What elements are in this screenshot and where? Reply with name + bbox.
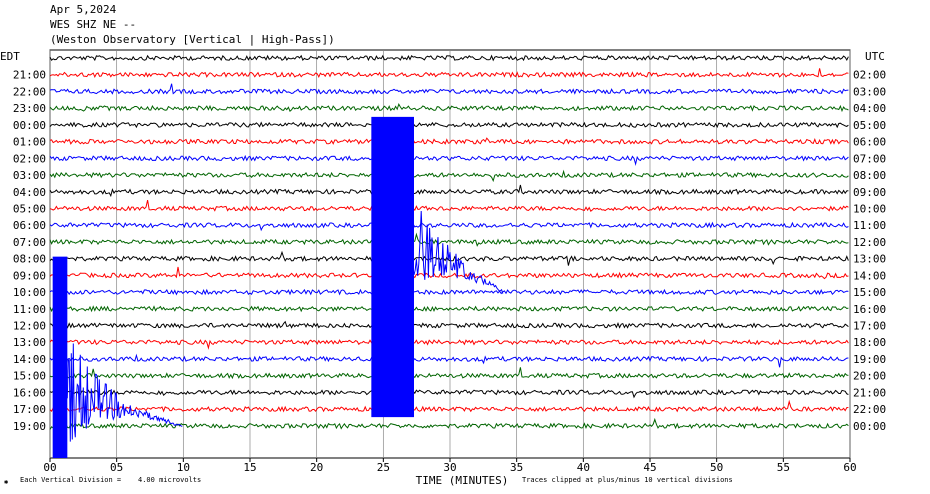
x-tick-label: 50 (710, 461, 723, 474)
trace-line (49, 417, 849, 430)
trace-line (49, 250, 849, 266)
edt-label: 22:00 (13, 85, 46, 98)
x-tick-label: 55 (777, 461, 790, 474)
edt-label: 16:00 (13, 386, 46, 399)
trace-line (49, 232, 849, 247)
edt-label: 07:00 (13, 236, 46, 249)
utc-label: 10:00 (853, 202, 886, 215)
trace-line (49, 199, 849, 212)
edt-label: 13:00 (13, 336, 46, 349)
edt-label: 01:00 (13, 136, 46, 149)
x-tick-label: 25 (377, 461, 390, 474)
x-tick-label: 10 (177, 461, 190, 474)
x-tick-label: 05 (110, 461, 123, 474)
edt-label: 02:00 (13, 152, 46, 165)
trace-line (49, 305, 849, 313)
utc-label: 14:00 (853, 269, 886, 282)
utc-label: 22:00 (853, 403, 886, 416)
trace-line (49, 137, 849, 145)
edt-label: 04:00 (13, 186, 46, 199)
observatory-label: (Weston Observatory [Vertical | High-Pas… (50, 33, 335, 46)
edt-label: 15:00 (13, 370, 46, 383)
edt-label: 10:00 (13, 286, 46, 299)
utc-label: 13:00 (853, 253, 886, 266)
date-label: Apr 5,2024 (50, 3, 117, 16)
x-tick-label: 60 (843, 461, 856, 474)
x-tick-label: 20 (310, 461, 323, 474)
trace-group (49, 54, 849, 430)
trace-line (49, 367, 849, 380)
trace-line (49, 154, 849, 166)
utc-label: 05:00 (853, 119, 886, 132)
trace-line (49, 266, 849, 280)
x-axis-title: TIME (MINUTES) (416, 474, 509, 487)
trace-line (49, 221, 849, 232)
scale-note: Each Vertical Division = 4.00 microvolts (20, 476, 202, 484)
x-tick-label: 45 (643, 461, 656, 474)
trace-line (49, 102, 849, 113)
trace-line (49, 288, 849, 296)
edt-label: 21:00 (13, 69, 46, 82)
edt-label: 17:00 (13, 403, 46, 416)
edt-label: 03:00 (13, 169, 46, 182)
x-tick-label: 15 (243, 461, 256, 474)
utc-label: 16:00 (853, 303, 886, 316)
trace-line (49, 389, 849, 399)
utc-label: 17:00 (853, 320, 886, 333)
trace-line (49, 399, 849, 413)
utc-label: 11:00 (853, 219, 886, 232)
utc-label: 20:00 (853, 370, 886, 383)
trace-line (49, 169, 849, 183)
edt-label: 12:00 (13, 320, 46, 333)
x-tick-label: 30 (443, 461, 456, 474)
trace-line (49, 338, 849, 350)
trace-line (49, 320, 849, 329)
left-axis-title: EDT (0, 50, 20, 63)
x-tick-label: 00 (43, 461, 56, 474)
utc-label: 04:00 (853, 102, 886, 115)
axis-labels: 00 05 10 15 20 25 30 35 40 45 50 55 60 TIME (MINUTES)… (0, 50, 886, 487)
right-axis-title: UTC (865, 50, 885, 63)
trace-line (49, 54, 849, 62)
corner-mark: ✱ (4, 478, 9, 486)
utc-label: 06:00 (853, 136, 886, 149)
utc-label: 09:00 (853, 186, 886, 199)
x-tick-label: 35 (510, 461, 523, 474)
utc-label: 07:00 (853, 152, 886, 165)
utc-label: 08:00 (853, 169, 886, 182)
utc-label: 03:00 (853, 85, 886, 98)
edt-label: 19:00 (13, 420, 46, 433)
edt-label: 11:00 (13, 303, 46, 316)
event-coda (413, 210, 504, 294)
clip-note: Traces clipped at plus/minus 10 vertical… (522, 476, 733, 484)
trace-line (49, 353, 849, 368)
station-label: WES SHZ NE -- (50, 18, 137, 31)
edt-label: 05:00 (13, 202, 46, 215)
edt-label: 00:00 (13, 119, 46, 132)
edt-label: 14:00 (13, 353, 46, 366)
edt-label: 23:00 (13, 102, 46, 115)
trace-line (49, 184, 849, 201)
event-coda (66, 343, 183, 442)
edt-label: 08:00 (13, 253, 46, 266)
utc-label: 00:00 (853, 420, 886, 433)
edt-label: 06:00 (13, 219, 46, 232)
utc-label: 21:00 (853, 386, 886, 399)
event-block (371, 116, 414, 418)
trace-line (49, 68, 849, 79)
edt-label: 09:00 (13, 269, 46, 282)
x-tick-label: 40 (577, 461, 590, 474)
utc-label: 12:00 (853, 236, 886, 249)
event-block (52, 256, 68, 458)
utc-label: 02:00 (853, 69, 886, 82)
utc-label: 18:00 (853, 336, 886, 349)
utc-label: 15:00 (853, 286, 886, 299)
event-group (52, 116, 504, 458)
trace-line (49, 83, 849, 95)
trace-line (49, 121, 849, 129)
utc-label: 19:00 (853, 353, 886, 366)
